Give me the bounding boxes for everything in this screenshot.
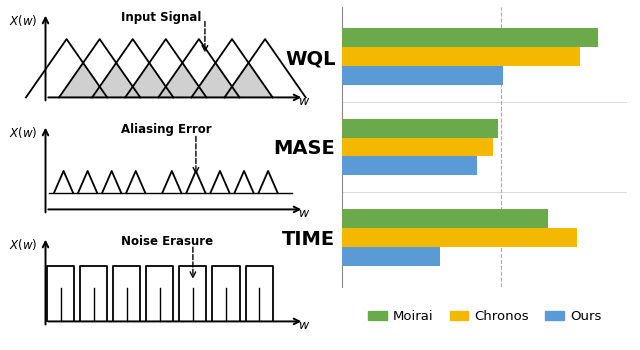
Text: $X(w)$: $X(w)$ — [10, 237, 38, 252]
Text: $w$: $w$ — [298, 319, 310, 332]
Text: Noise Erasure: Noise Erasure — [121, 235, 213, 248]
Bar — [342, 47, 580, 66]
Bar — [342, 247, 440, 266]
Text: $X(w)$: $X(w)$ — [10, 125, 38, 140]
Polygon shape — [125, 63, 173, 97]
Text: $w$: $w$ — [298, 95, 310, 108]
Bar — [342, 228, 577, 247]
Polygon shape — [158, 63, 207, 97]
Text: $w$: $w$ — [298, 207, 310, 220]
Polygon shape — [59, 63, 107, 97]
Bar — [342, 119, 498, 138]
Text: Aliasing Error: Aliasing Error — [121, 123, 211, 136]
Bar — [342, 156, 477, 175]
Polygon shape — [92, 63, 140, 97]
Polygon shape — [191, 63, 239, 97]
Legend: Moirai, Chronos, Ours: Moirai, Chronos, Ours — [363, 305, 607, 328]
Polygon shape — [225, 63, 273, 97]
Text: Input Signal: Input Signal — [121, 11, 201, 24]
Bar — [342, 209, 548, 228]
Text: $X(w)$: $X(w)$ — [10, 13, 38, 28]
Bar — [342, 28, 598, 47]
Bar — [342, 66, 503, 85]
Bar — [342, 138, 493, 156]
